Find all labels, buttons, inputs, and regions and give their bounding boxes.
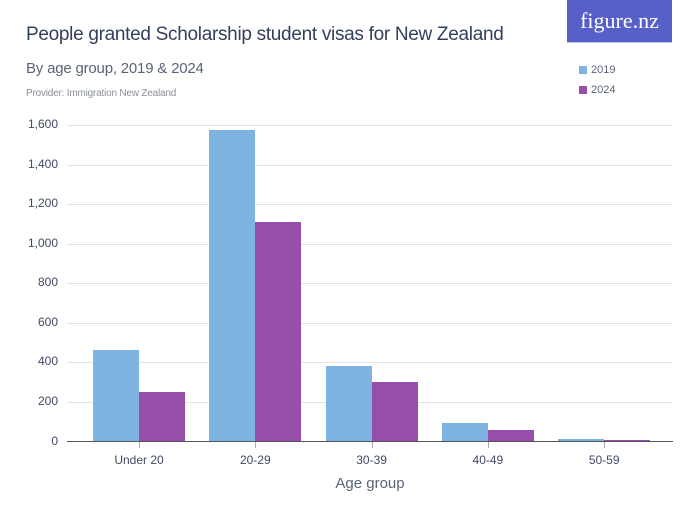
- x-tick-label: Under 20: [114, 453, 164, 467]
- gridline: [67, 283, 673, 284]
- bar-2024[interactable]: [487, 429, 534, 442]
- x-tick: [255, 442, 256, 448]
- legend-item-2024: 2024: [579, 80, 615, 100]
- bar-2024[interactable]: [139, 391, 185, 442]
- y-tick-label: 400: [37, 354, 58, 369]
- bar-2019[interactable]: [93, 349, 139, 442]
- figure-nz-logo[interactable]: figure.nz: [567, 0, 672, 43]
- bar-2019[interactable]: [325, 365, 372, 442]
- chart-title: People granted Scholarship student visas…: [26, 24, 504, 45]
- bar-2019[interactable]: [558, 439, 605, 442]
- chart-subtitle: By age group, 2019 & 2024: [26, 60, 204, 77]
- x-tick: [139, 442, 140, 448]
- x-tick: [488, 442, 489, 448]
- x-axis-line: [67, 441, 673, 442]
- x-tick-label: 50-59: [588, 453, 620, 467]
- x-tick-label: 40-49: [472, 453, 504, 467]
- provider-text: Provider: Immigration New Zealand: [26, 88, 177, 99]
- gridline: [67, 165, 673, 166]
- legend-label: 2019: [591, 64, 616, 76]
- bar-2024[interactable]: [255, 221, 302, 442]
- y-tick-label: 0: [51, 433, 58, 448]
- y-tick-label: 1,000: [27, 235, 58, 250]
- gridline: [67, 204, 673, 205]
- legend-swatch-2019: [579, 66, 587, 74]
- bar-2024[interactable]: [604, 440, 651, 442]
- legend-swatch-2024: [579, 86, 587, 94]
- y-tick-label: 600: [37, 314, 58, 329]
- gridline: [67, 362, 673, 363]
- x-axis-title: Age group: [335, 475, 405, 492]
- x-tick-label: 30-39: [356, 453, 387, 467]
- gridline: [67, 244, 673, 245]
- x-tick: [372, 442, 373, 448]
- gridline: [67, 323, 673, 324]
- bar-2019[interactable]: [209, 129, 256, 442]
- legend-label: 2024: [591, 84, 616, 96]
- x-tick-label: 20-29: [239, 453, 271, 467]
- bar-2024[interactable]: [371, 381, 418, 442]
- gridline: [67, 125, 673, 126]
- y-tick-label: 200: [37, 393, 58, 408]
- y-tick-label: 800: [37, 275, 58, 290]
- legend: 2019 2024: [579, 60, 615, 100]
- y-tick-label: 1,400: [27, 156, 58, 171]
- x-tick: [604, 442, 605, 448]
- legend-item-2019: 2019: [579, 60, 615, 80]
- y-tick-label: 1,200: [27, 196, 58, 211]
- bar-2019[interactable]: [441, 423, 488, 442]
- y-tick-label: 1,600: [27, 117, 58, 131]
